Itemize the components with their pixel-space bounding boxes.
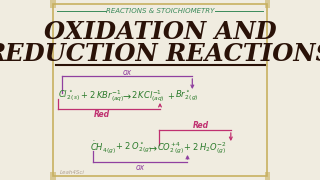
Bar (50, 172, 55, 180)
Text: $+\ 2\,H_2O^{-2}_{(g)}$: $+\ 2\,H_2O^{-2}_{(g)}$ (183, 140, 228, 156)
Text: $Br^\circ_{2\,(g)}$: $Br^\circ_{2\,(g)}$ (175, 89, 199, 103)
Text: OXIDATION AND: OXIDATION AND (44, 20, 276, 44)
Text: $+\ 2\,KBr^{-1}_{(aq)}$: $+\ 2\,KBr^{-1}_{(aq)}$ (80, 88, 125, 104)
Text: ox: ox (123, 68, 132, 76)
Text: Red: Red (193, 120, 209, 129)
Text: $\dot{C}H_4{}_{(g)}$: $\dot{C}H_4{}_{(g)}$ (90, 140, 116, 156)
Text: Red: Red (93, 109, 110, 118)
Text: Leah4Sci: Leah4Sci (60, 170, 84, 174)
Bar (265, 172, 270, 180)
Text: $CO^{+4}_{2\,(g)}$: $CO^{+4}_{2\,(g)}$ (156, 140, 183, 156)
Text: ox: ox (135, 163, 145, 172)
Text: $Cl^\circ_{2\,(s)}$: $Cl^\circ_{2\,(s)}$ (58, 89, 80, 103)
Text: REDUCTION REACTIONS: REDUCTION REACTIONS (0, 42, 320, 66)
Text: $+\ 2\,O^\circ_{2\,(g)}$: $+\ 2\,O^\circ_{2\,(g)}$ (115, 141, 152, 155)
Text: $\rightarrow$: $\rightarrow$ (147, 143, 158, 153)
Text: $\rightarrow$: $\rightarrow$ (122, 91, 133, 101)
Text: $+$: $+$ (167, 91, 175, 101)
Bar (50, 0, 55, 8)
Text: REACTIONS & STOICHIOMETRY: REACTIONS & STOICHIOMETRY (106, 8, 214, 14)
Bar (265, 0, 270, 8)
Text: $2\,KCl^{-1}_{(aq)}$: $2\,KCl^{-1}_{(aq)}$ (131, 88, 165, 104)
